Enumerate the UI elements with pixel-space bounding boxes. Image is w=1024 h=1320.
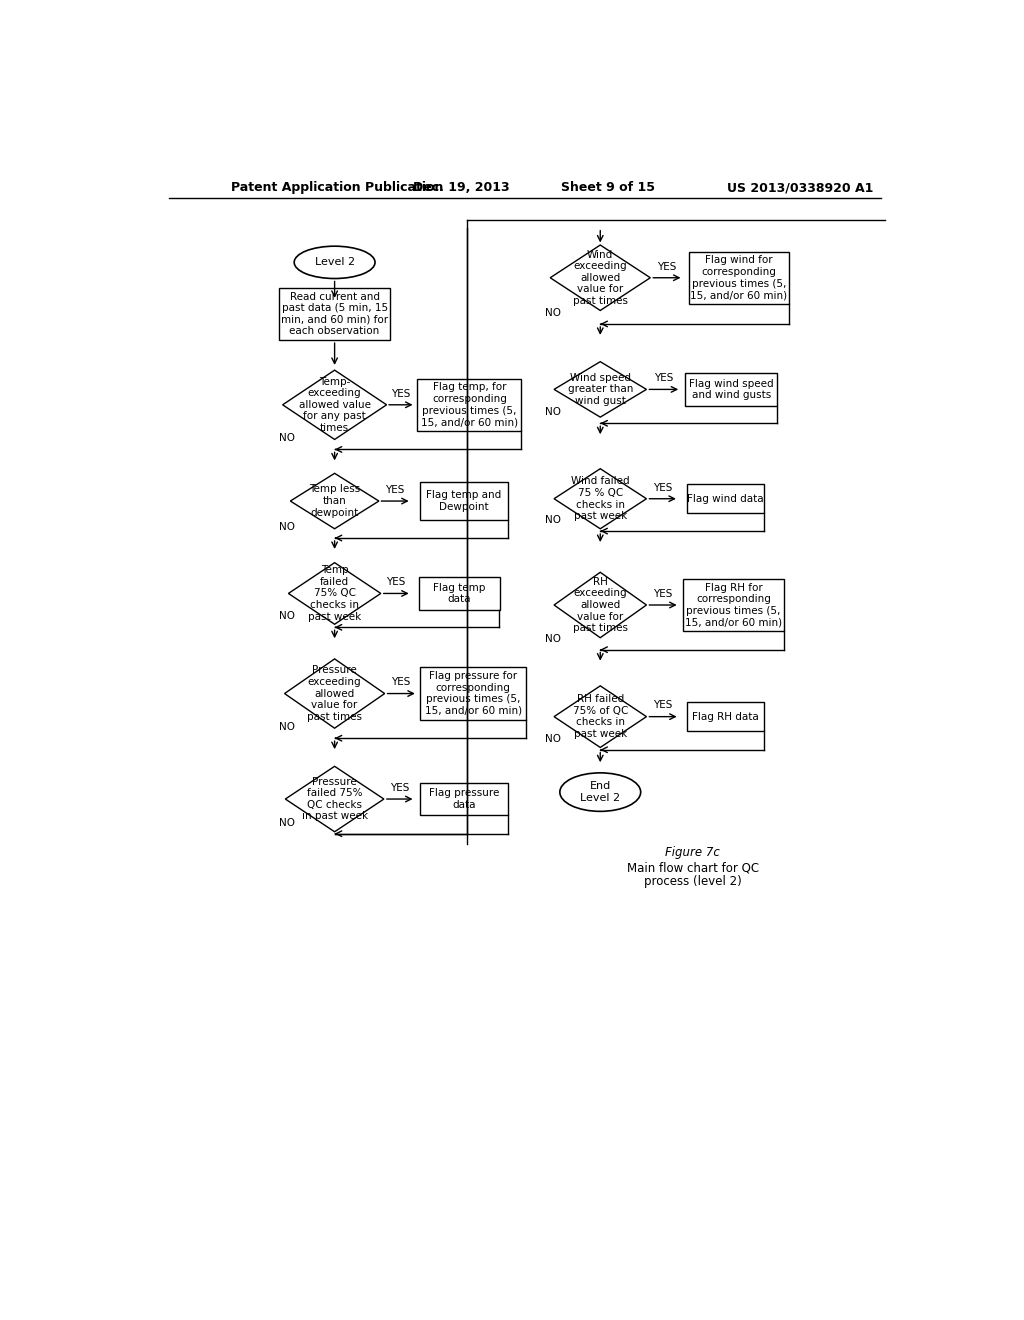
Text: Flag pressure
data: Flag pressure data (429, 788, 499, 810)
Text: Temp-
exceeding
allowed value
for any past
times: Temp- exceeding allowed value for any pa… (299, 376, 371, 433)
Text: Flag wind data: Flag wind data (687, 494, 763, 504)
Text: Flag temp
data: Flag temp data (433, 582, 485, 605)
Text: Level 2: Level 2 (314, 257, 354, 268)
Text: RH
exceeding
allowed
value for
past times: RH exceeding allowed value for past time… (572, 577, 628, 634)
Text: YES: YES (385, 484, 404, 495)
Text: Flag wind speed
and wind gusts: Flag wind speed and wind gusts (689, 379, 773, 400)
Text: YES: YES (653, 701, 673, 710)
Text: Flag pressure for
corresponding
previous times (5,
15, and/or 60 min): Flag pressure for corresponding previous… (425, 671, 522, 715)
Text: YES: YES (653, 483, 673, 492)
Text: YES: YES (389, 783, 409, 793)
Text: NO: NO (279, 433, 295, 444)
Text: Flag temp and
Dewpoint: Flag temp and Dewpoint (426, 490, 502, 512)
Text: Pressure
failed 75%
QC checks
in past week: Pressure failed 75% QC checks in past we… (301, 776, 368, 821)
Text: process (level 2): process (level 2) (644, 875, 741, 888)
Text: Temp
failed
75% QC
checks in
past week: Temp failed 75% QC checks in past week (308, 565, 361, 622)
Text: YES: YES (656, 261, 676, 272)
Text: Figure 7c: Figure 7c (666, 846, 720, 859)
Text: Read current and
past data (5 min, 15
min, and 60 min) for
each observation: Read current and past data (5 min, 15 mi… (281, 292, 388, 337)
Text: Main flow chart for QC: Main flow chart for QC (627, 862, 759, 874)
Text: YES: YES (653, 589, 673, 599)
Text: Sheet 9 of 15: Sheet 9 of 15 (561, 181, 655, 194)
Text: Wind failed
75 % QC
checks in
past week: Wind failed 75 % QC checks in past week (571, 477, 630, 521)
Text: End
Level 2: End Level 2 (581, 781, 621, 803)
Text: Flag RH for
corresponding
previous times (5,
15, and/or 60 min): Flag RH for corresponding previous times… (685, 582, 782, 627)
Text: RH failed
75% of QC
checks in
past week: RH failed 75% of QC checks in past week (572, 694, 628, 739)
Text: US 2013/0338920 A1: US 2013/0338920 A1 (727, 181, 873, 194)
Text: NO: NO (279, 611, 295, 622)
Text: NO: NO (545, 634, 560, 644)
Text: NO: NO (545, 407, 560, 417)
Text: NO: NO (279, 521, 295, 532)
Text: NO: NO (545, 734, 560, 743)
Text: Pressure
exceeding
allowed
value for
past times: Pressure exceeding allowed value for pas… (307, 665, 362, 722)
Text: YES: YES (391, 388, 411, 399)
Text: Dec. 19, 2013: Dec. 19, 2013 (414, 181, 510, 194)
Text: Temp less
than
dewpoint: Temp less than dewpoint (309, 484, 360, 517)
Text: NO: NO (545, 515, 560, 525)
Text: Flag RH data: Flag RH data (691, 711, 759, 722)
Text: YES: YES (653, 374, 673, 383)
Text: Flag temp, for
corresponding
previous times (5,
15, and/or 60 min): Flag temp, for corresponding previous ti… (421, 383, 518, 428)
Text: YES: YES (391, 677, 411, 688)
Text: Patent Application Publication: Patent Application Publication (230, 181, 443, 194)
Text: NO: NO (279, 722, 295, 733)
Text: NO: NO (545, 308, 560, 318)
Text: YES: YES (386, 577, 406, 587)
Text: Wind
exceeding
allowed
value for
past times: Wind exceeding allowed value for past ti… (572, 249, 628, 306)
Text: Wind speed
greater than
wind gust: Wind speed greater than wind gust (567, 372, 633, 407)
Text: Flag wind for
corresponding
previous times (5,
15, and/or 60 min): Flag wind for corresponding previous tim… (690, 255, 787, 300)
Text: NO: NO (279, 817, 295, 828)
